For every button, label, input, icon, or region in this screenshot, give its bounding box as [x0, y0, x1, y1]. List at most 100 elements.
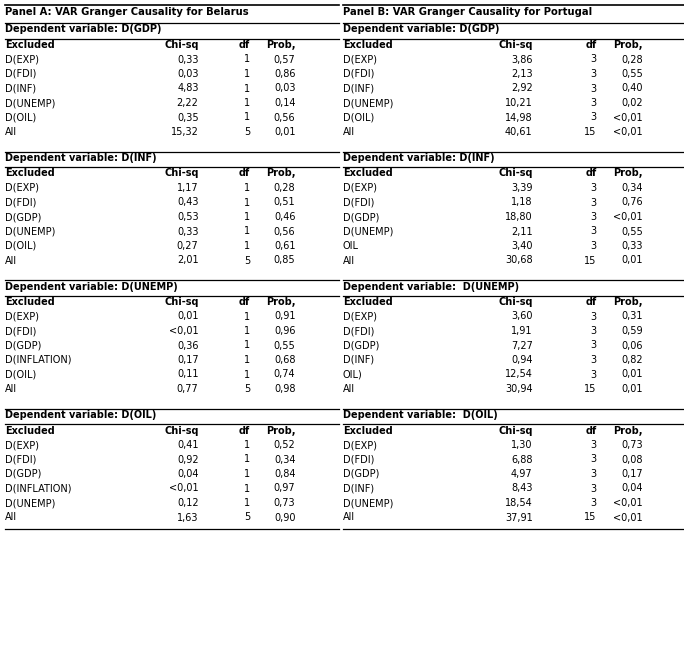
Text: df: df: [586, 40, 596, 50]
Text: 1: 1: [244, 355, 250, 365]
Text: Dependent variable:  D(OIL): Dependent variable: D(OIL): [343, 410, 497, 420]
Text: Dependent variable: D(INF): Dependent variable: D(INF): [343, 153, 495, 163]
Text: 0,57: 0,57: [274, 54, 295, 64]
Text: df: df: [239, 40, 250, 50]
Text: 0,41: 0,41: [177, 440, 198, 450]
Text: 0,01: 0,01: [622, 256, 643, 265]
Text: 0,03: 0,03: [177, 69, 198, 79]
Text: <0,01: <0,01: [614, 498, 643, 508]
Text: D(INF): D(INF): [343, 483, 374, 493]
Text: D(EXP): D(EXP): [343, 183, 377, 193]
Text: 15: 15: [584, 256, 596, 265]
Text: D(EXP): D(EXP): [5, 440, 39, 450]
Text: D(OIL): D(OIL): [5, 241, 36, 251]
Text: 3: 3: [590, 113, 596, 122]
Text: df: df: [239, 297, 250, 307]
Text: 2,01: 2,01: [177, 256, 198, 265]
Text: Panel A: VAR Granger Causality for Belarus: Panel A: VAR Granger Causality for Belar…: [5, 7, 248, 17]
Text: 0,35: 0,35: [177, 113, 198, 122]
Text: 1: 1: [244, 183, 250, 193]
Text: D(INF): D(INF): [343, 83, 374, 93]
Text: 0,52: 0,52: [274, 440, 295, 450]
Text: 0,04: 0,04: [177, 469, 198, 479]
Text: 3,39: 3,39: [511, 183, 533, 193]
Text: D(UNEMP): D(UNEMP): [343, 226, 393, 236]
Text: 3: 3: [590, 340, 596, 350]
Text: 3: 3: [590, 369, 596, 379]
Text: 1: 1: [244, 98, 250, 108]
Text: 15: 15: [584, 127, 596, 137]
Text: D(FDI): D(FDI): [5, 455, 36, 465]
Text: 0,84: 0,84: [274, 469, 295, 479]
Text: 0,51: 0,51: [274, 197, 295, 207]
Text: D(GDP): D(GDP): [5, 340, 41, 350]
Text: <0,01: <0,01: [614, 113, 643, 122]
Text: D(GDP): D(GDP): [5, 469, 41, 479]
Text: Panel B: VAR Granger Causality for Portugal: Panel B: VAR Granger Causality for Portu…: [343, 7, 592, 17]
Text: 0,12: 0,12: [177, 498, 198, 508]
Text: 7,27: 7,27: [511, 340, 533, 350]
Text: Excluded: Excluded: [5, 40, 55, 50]
Text: Chi-sq: Chi-sq: [498, 297, 533, 307]
Text: df: df: [239, 169, 250, 179]
Text: Prob,: Prob,: [266, 40, 295, 50]
Text: 2,92: 2,92: [511, 83, 533, 93]
Text: 0,02: 0,02: [622, 98, 643, 108]
Text: D(FDI): D(FDI): [5, 326, 36, 336]
Text: 0,01: 0,01: [622, 369, 643, 379]
Text: 1: 1: [244, 440, 250, 450]
Text: Excluded: Excluded: [343, 40, 393, 50]
Text: D(OIL): D(OIL): [5, 113, 36, 122]
Text: Excluded: Excluded: [343, 297, 393, 307]
Text: 0,82: 0,82: [622, 355, 643, 365]
Text: 0,01: 0,01: [274, 127, 295, 137]
Text: D(FDI): D(FDI): [5, 197, 36, 207]
Text: D(GDP): D(GDP): [343, 212, 379, 222]
Text: <0,01: <0,01: [614, 127, 643, 137]
Text: <0,01: <0,01: [169, 326, 198, 336]
Text: 3: 3: [590, 498, 596, 508]
Text: 1: 1: [244, 54, 250, 64]
Text: Chi-sq: Chi-sq: [164, 297, 198, 307]
Text: Dependent variable: D(INF): Dependent variable: D(INF): [5, 153, 157, 163]
Text: 0,97: 0,97: [274, 483, 295, 493]
Text: D(INFLATION): D(INFLATION): [5, 355, 72, 365]
Text: 3: 3: [590, 226, 596, 236]
Text: <0,01: <0,01: [169, 483, 198, 493]
Text: 0,01: 0,01: [177, 312, 198, 322]
Text: 1: 1: [244, 498, 250, 508]
Text: 1: 1: [244, 212, 250, 222]
Text: 3: 3: [590, 54, 596, 64]
Text: D(FDI): D(FDI): [343, 197, 374, 207]
Text: 2,11: 2,11: [511, 226, 533, 236]
Text: 3: 3: [590, 469, 596, 479]
Text: 4,97: 4,97: [511, 469, 533, 479]
Text: D(INF): D(INF): [343, 355, 374, 365]
Text: 1,17: 1,17: [177, 183, 198, 193]
Text: 1: 1: [244, 69, 250, 79]
Text: df: df: [586, 297, 596, 307]
Text: 14,98: 14,98: [505, 113, 533, 122]
Text: df: df: [586, 169, 596, 179]
Text: 30,68: 30,68: [505, 256, 533, 265]
Text: D(FDI): D(FDI): [343, 69, 374, 79]
Text: Chi-sq: Chi-sq: [498, 426, 533, 436]
Text: All: All: [5, 256, 17, 265]
Text: 0,61: 0,61: [274, 241, 295, 251]
Text: 1: 1: [244, 455, 250, 465]
Text: D(UNEMP): D(UNEMP): [343, 498, 393, 508]
Text: D(EXP): D(EXP): [343, 312, 377, 322]
Text: 3: 3: [590, 483, 596, 493]
Text: 5: 5: [244, 127, 250, 137]
Text: 0,73: 0,73: [274, 498, 295, 508]
Text: 1: 1: [244, 340, 250, 350]
Text: 5: 5: [244, 256, 250, 265]
Text: Chi-sq: Chi-sq: [164, 40, 198, 50]
Text: 0,92: 0,92: [177, 455, 198, 465]
Text: 15,32: 15,32: [171, 127, 198, 137]
Text: D(FDI): D(FDI): [5, 69, 36, 79]
Text: 37,91: 37,91: [505, 512, 533, 522]
Text: All: All: [5, 512, 17, 522]
Text: OIL: OIL: [343, 241, 359, 251]
Text: 6,88: 6,88: [511, 455, 533, 465]
